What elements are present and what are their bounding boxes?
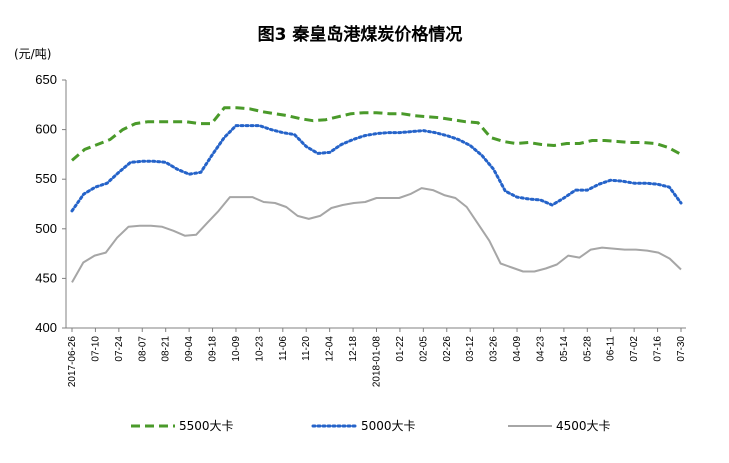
x-tick-label: 03-12 [465,336,476,362]
x-tick-label: 08-21 [161,336,172,362]
legend: 5500大卡 5000大卡 4500大卡 [131,419,611,433]
x-tick-label: 08-07 [137,336,148,362]
x-tick-label: 02-05 [418,336,429,362]
legend-label-1: 5000大卡 [361,419,416,433]
x-tick-label: 11-06 [278,336,289,361]
x-tick-label: 09-18 [208,336,219,362]
chart-title: 图3 秦皇岛港煤炭价格情况 [258,24,463,45]
x-tick-label: 10-09 [231,336,242,362]
x-tick-label: 09-04 [184,336,195,362]
series-line-2 [71,187,682,283]
x-tick-label: 07-24 [114,336,125,362]
x-tick-label: 06-11 [606,336,617,361]
series-line-0 [71,106,682,162]
x-tick-label: 07-02 [629,336,640,362]
x-tick-label: 02-26 [442,336,453,362]
x-tick-label: 07-16 [653,336,664,362]
axes: 400 450 500 550 600 650 2017-06-26 07-10 07-24 08… [35,72,687,387]
legend-label-0: 5500大卡 [179,419,234,433]
x-tick-label: 03-26 [489,336,500,362]
y-tick-label: 400 [35,320,57,335]
x-tick-label: 05-14 [559,336,570,362]
x-tick-label: 04-09 [512,336,523,362]
y-axis-unit-label: (元/吨) [14,47,51,61]
y-tick-label: 500 [35,221,57,236]
x-tick-label: 12-18 [348,336,359,362]
series-line-1 [70,124,683,213]
x-tick-label: 05-28 [582,336,593,362]
x-tick-label: 04-23 [535,336,546,362]
x-tick-label: 10-23 [254,336,265,362]
x-tick-label: 12-04 [325,336,336,362]
x-tick-label: 07-10 [90,336,101,362]
legend-label-2: 4500大卡 [556,419,611,433]
x-tick-label: 11-20 [301,336,312,361]
y-tick-label: 650 [35,72,57,87]
x-tick-label: 2018-01-08 [372,336,383,388]
x-tick-label: 07-30 [676,336,687,362]
y-tick-label: 550 [35,171,57,186]
series-lines [70,106,683,283]
x-tick-label: 2017-06-26 [67,336,78,388]
y-tick-label: 600 [35,122,57,137]
x-tick-label: 01-22 [395,336,406,362]
y-tick-label: 450 [35,270,57,285]
